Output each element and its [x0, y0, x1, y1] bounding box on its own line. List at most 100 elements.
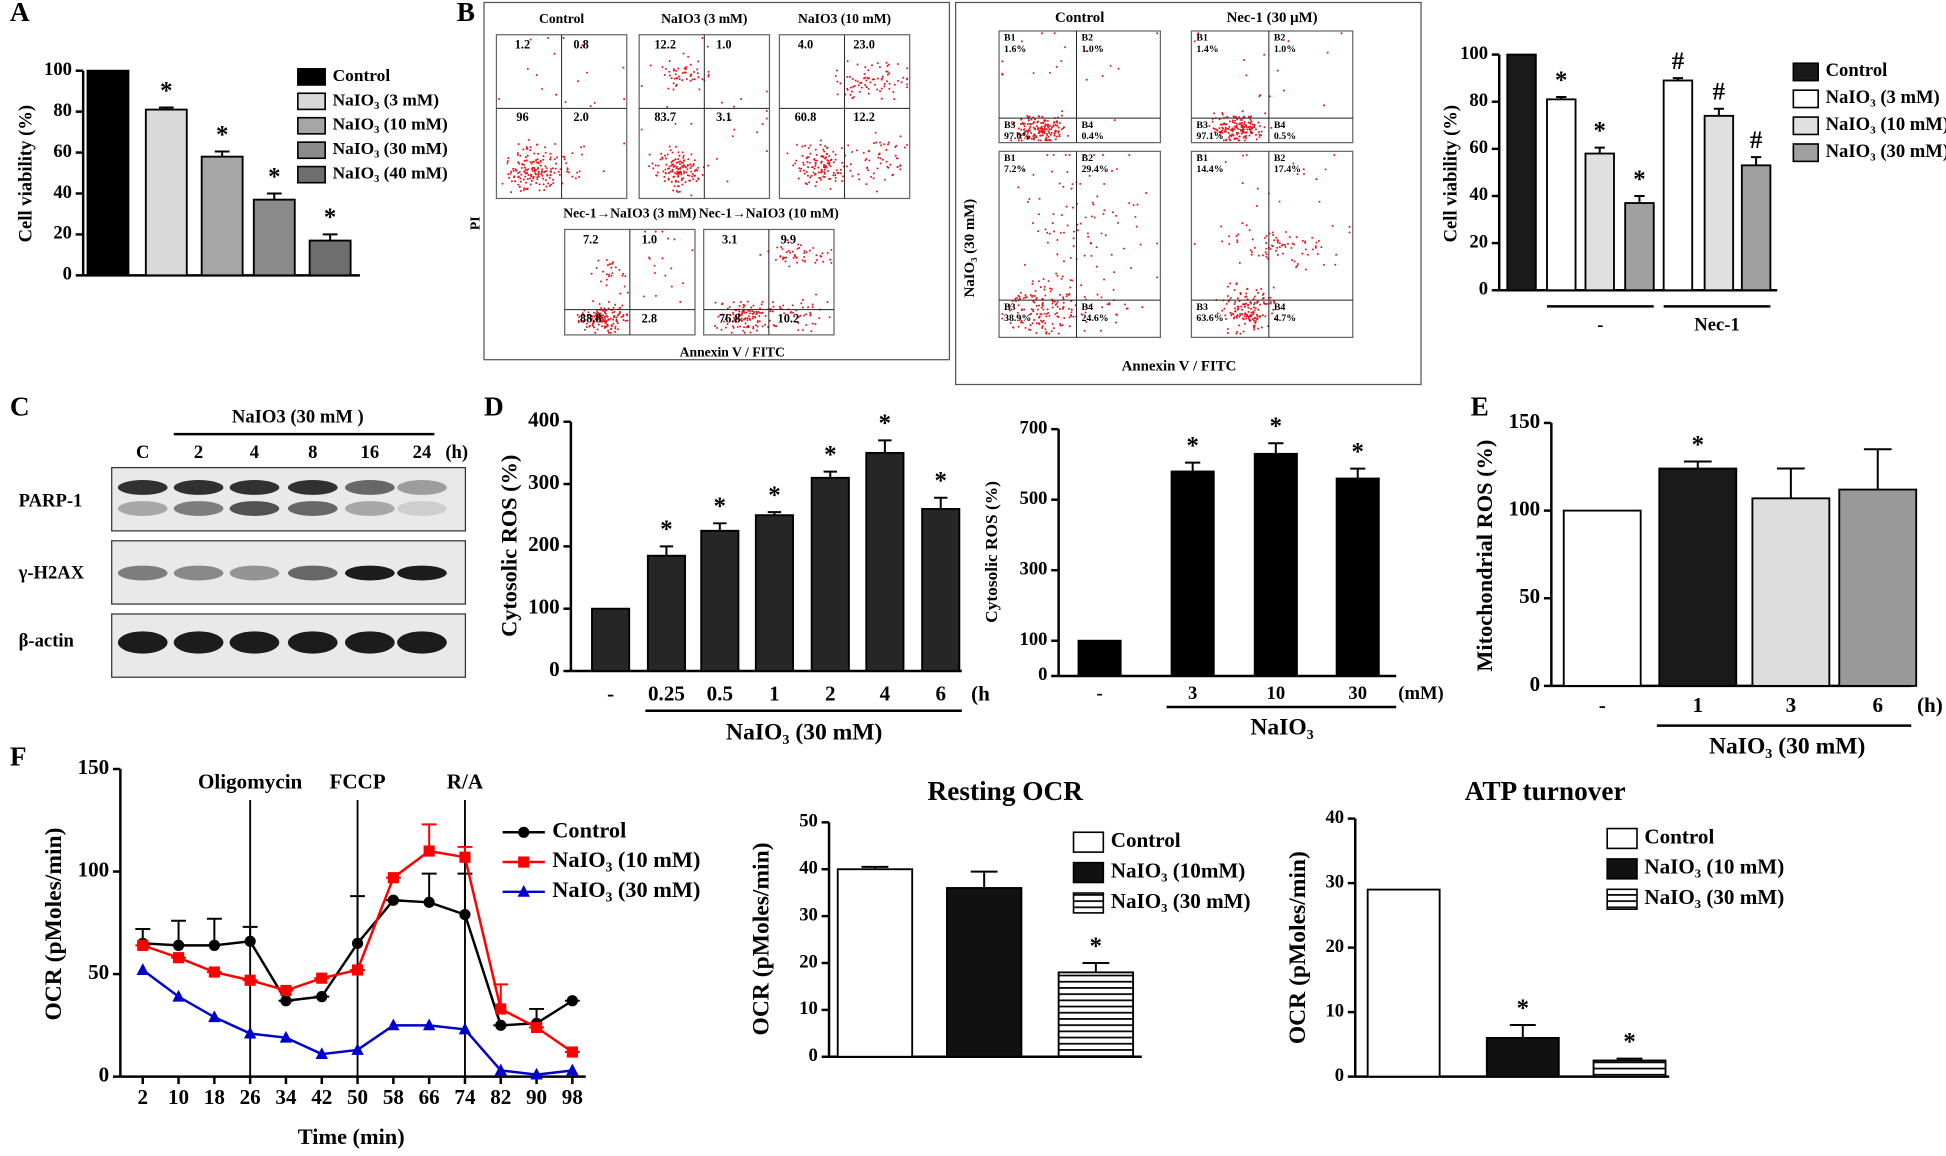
- flow-dot: [765, 110, 768, 113]
- y-tick-label: 40: [53, 182, 72, 203]
- flow-dot: [834, 158, 837, 161]
- flow-dot: [542, 155, 545, 158]
- legend-marker: [517, 884, 530, 897]
- flow-dot: [725, 313, 728, 316]
- flow-dot: [644, 230, 647, 233]
- error-bar: [713, 522, 727, 531]
- legend-marker: [518, 856, 530, 868]
- y-tick-label: 60: [53, 141, 72, 162]
- flow-dot: [1237, 233, 1240, 236]
- flow-dot: [1115, 313, 1118, 316]
- flow-dot: [733, 318, 736, 321]
- flow-dot: [1290, 246, 1293, 249]
- flow-dot: [1051, 300, 1054, 303]
- flow-dot: [577, 321, 580, 324]
- lane-label: 24: [413, 442, 432, 463]
- flow-dot: [518, 185, 521, 188]
- point: [208, 939, 220, 951]
- significance-mark: *: [935, 468, 947, 495]
- flow-dot: [1122, 247, 1125, 250]
- flow-dot: [1043, 312, 1046, 315]
- flow-dot: [736, 325, 739, 328]
- flow-dot: [596, 328, 599, 331]
- flow-dot: [510, 170, 513, 173]
- y-tick-label: 60: [1469, 137, 1488, 158]
- flow-dot: [816, 258, 818, 261]
- point: [316, 991, 328, 1003]
- flow-dot: [684, 71, 687, 74]
- flow-dot: [707, 70, 710, 73]
- flow-dot: [740, 320, 743, 322]
- flow-dot: [785, 256, 788, 259]
- flow-dot: [530, 179, 533, 182]
- flow-dot: [1261, 314, 1264, 317]
- flow-dot: [1027, 119, 1030, 122]
- flow-dot: [715, 157, 718, 160]
- x-tick-label: 6: [1872, 693, 1883, 717]
- blot-band: [345, 501, 395, 516]
- legend-swatch: [297, 116, 326, 135]
- flow-dot: [1245, 313, 1248, 316]
- x-unit: (h): [1917, 693, 1943, 717]
- flow-dot: [1253, 123, 1256, 126]
- flow-dot: [722, 320, 725, 323]
- flow-dot: [739, 318, 742, 321]
- flow-dot: [1029, 324, 1032, 327]
- flow-dot: [732, 105, 735, 108]
- blot-band: [229, 501, 280, 516]
- panel-label: D: [484, 392, 504, 422]
- flow-dot: [1041, 325, 1044, 328]
- flow-dot: [804, 260, 807, 263]
- flow-dot: [887, 166, 890, 169]
- flow-dot: [1041, 134, 1044, 137]
- flow-dot: [581, 312, 584, 315]
- flow-dot: [649, 64, 652, 67]
- flow-dot: [605, 320, 608, 322]
- flow-dot: [841, 161, 844, 164]
- flow-dot: [1051, 302, 1054, 305]
- flow-dot: [1021, 321, 1024, 324]
- flow-dot: [1233, 125, 1236, 128]
- legend-swatch: [1072, 831, 1105, 853]
- flow-dot: [565, 162, 568, 165]
- flow-dot: [1130, 267, 1133, 270]
- flow-dot: [832, 150, 835, 153]
- flow-dot: [1156, 32, 1159, 35]
- blot-band: [287, 631, 338, 654]
- flow-dot: [883, 143, 886, 146]
- flow-dot: [677, 67, 680, 70]
- flow-dot: [540, 87, 543, 90]
- flow-dot: [1085, 320, 1088, 323]
- flow-dot: [747, 309, 750, 312]
- quadrant-value: 12.2: [853, 110, 875, 124]
- flow-dot: [1058, 182, 1061, 185]
- flow-dot: [537, 173, 540, 176]
- flow-dot: [591, 324, 594, 327]
- flow-dot: [1025, 296, 1028, 299]
- flow-dot: [1311, 248, 1314, 251]
- flow-dot: [867, 87, 870, 90]
- flow-dot: [1264, 251, 1267, 254]
- blot-band: [173, 501, 224, 516]
- flow-dot: [796, 261, 799, 264]
- flow-dot: [867, 169, 869, 172]
- flow-dot: [1235, 131, 1238, 134]
- flow-dot: [879, 157, 882, 160]
- flow-dot: [1059, 231, 1062, 234]
- flow-dot: [1096, 195, 1099, 198]
- point: [387, 1018, 400, 1031]
- error-bar: [1268, 442, 1284, 454]
- flow-dot: [854, 79, 857, 82]
- flow-dot: [1248, 127, 1251, 130]
- flow-dot: [1021, 121, 1024, 124]
- flow-dot: [566, 170, 569, 173]
- quadrant-value: 0.4%: [1081, 131, 1103, 142]
- flow-dot: [536, 178, 539, 181]
- flow-dot: [556, 156, 558, 159]
- legend-label: NaIO₃ (3 mM): [333, 90, 440, 109]
- flow-dot: [690, 165, 693, 168]
- flow-dot: [584, 328, 587, 331]
- legend-label: NaIO₃ (10 mM): [333, 115, 448, 134]
- flow-dot: [671, 151, 674, 154]
- flow-dot: [675, 165, 678, 168]
